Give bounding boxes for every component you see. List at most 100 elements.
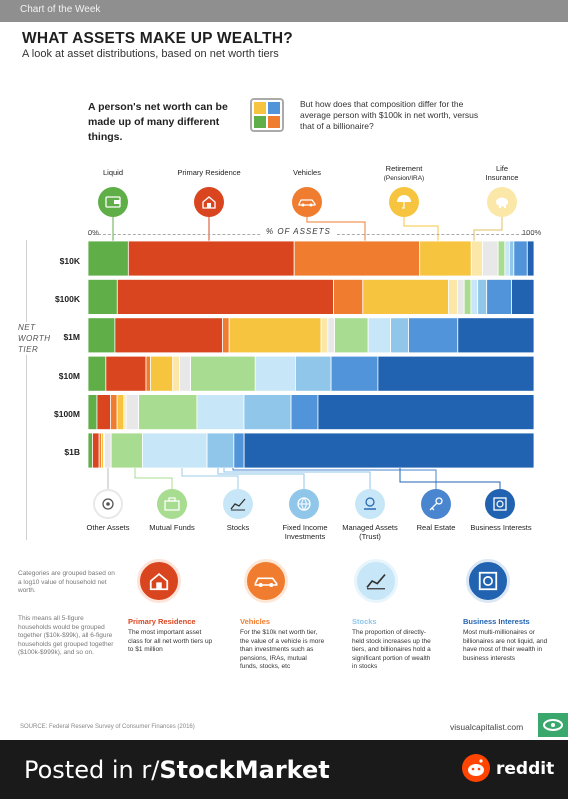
bar-segment-stocks-100k: [470, 278, 479, 315]
bar-segment-retirement-1m: [228, 317, 322, 354]
bar-segment-liquid-100k: [87, 278, 118, 315]
axis-min-label: 0%: [88, 228, 99, 237]
bar-segment-real-estate-10k: [513, 240, 528, 277]
puzzle-icon: [250, 98, 284, 132]
bar-segment-mutual-funds-10k: [497, 240, 506, 277]
label-liquid: Liquid: [102, 168, 124, 177]
bar-segment-other-assets-10k: [482, 240, 499, 277]
bar-segment-fixed-income-investments-10k: [508, 240, 515, 277]
brand-link[interactable]: visualcapitalist.com: [450, 722, 524, 732]
bar-segment-mutual-funds-1b: [110, 432, 143, 469]
bar-segment-business-interests-1m: [457, 317, 535, 354]
bar-segment-mutual-funds-10m: [190, 355, 256, 392]
bar-segment-vehicles-10m: [145, 355, 151, 392]
stock-chart-icon: [354, 559, 398, 603]
bar-segment-fixed-income-investments-1b: [206, 432, 235, 469]
source-note: SOURCE: Federal Reserve Survey of Consum…: [20, 724, 195, 730]
bottom-connectors: [107, 468, 501, 490]
label-fixed-income: Fixed Income Investments: [282, 523, 328, 541]
stacked-bar-chart: [87, 240, 535, 469]
bar-segment-other-assets-100m: [125, 394, 140, 431]
bar-segment-mutual-funds-100k: [463, 278, 472, 315]
bar-segment-retirement-100m: [116, 394, 125, 431]
banner-prefix: Posted in r/: [24, 756, 160, 784]
bar-segment-primary-residence-10m: [105, 355, 147, 392]
bar-segment-vehicles-100m: [110, 394, 118, 431]
bar-segment-primary-residence-1b: [92, 432, 100, 469]
bar-segment-stocks-10m: [254, 355, 296, 392]
card-title-stocks: Stocks: [352, 617, 377, 626]
bar-segment-primary-residence-100k: [116, 278, 334, 315]
bar-segment-life-insurance-10k: [470, 240, 483, 277]
header-tag: Chart of the Week: [20, 4, 101, 15]
globe-icon: [289, 489, 319, 519]
card-text-business-interests: Most multi-millionaires or billionaires …: [463, 629, 548, 662]
row-label-10k: $10K: [59, 256, 80, 266]
banner-text[interactable]: Posted in r/StockMarket: [24, 756, 330, 784]
house-icon: [194, 187, 224, 217]
label-real-estate: Real Estate: [416, 523, 456, 532]
bar-segment-real-estate-100k: [486, 278, 512, 315]
label-other-assets: Other Assets: [86, 523, 130, 532]
label-retirement-sub: (Pension/IRA): [383, 175, 425, 182]
bar-segment-business-interests-10m: [377, 355, 535, 392]
bar-segment-mutual-funds-1m: [334, 317, 369, 354]
piggy-bank-icon: [487, 187, 517, 217]
label-life-insurance: Life Insurance: [457, 164, 547, 182]
umbrella-icon: [389, 187, 419, 217]
bar-segment-fixed-income-investments-10m: [294, 355, 332, 392]
briefcase-icon: [157, 489, 187, 519]
banner-subreddit: StockMarket: [159, 756, 330, 784]
axis-max-label: 100%: [522, 228, 542, 237]
tier-guide-line: [26, 240, 27, 540]
bar-segment-other-assets-100k: [457, 278, 465, 315]
bar-segment-mutual-funds-100m: [138, 394, 198, 431]
gears-icon: [93, 489, 123, 519]
bar-segment-business-interests-100m: [317, 394, 535, 431]
bar-segment-liquid-1b: [87, 432, 93, 469]
bar-segment-stocks-10k: [504, 240, 510, 277]
row-label-100k: $100K: [54, 294, 80, 304]
bar-segment-primary-residence-10k: [127, 240, 295, 277]
card-title-vehicles: Vehicles: [240, 617, 271, 626]
label-stocks: Stocks: [226, 523, 250, 532]
house-icon: [137, 559, 181, 603]
bar-segment-real-estate-1b: [233, 432, 245, 469]
bar-segment-stocks-100m: [196, 394, 245, 431]
bar-segment-other-assets-1m: [327, 317, 335, 354]
row-label-100m: $100M: [54, 409, 80, 419]
label-life-sub: Insurance: [485, 173, 519, 182]
bar-segment-fixed-income-investments-100k: [477, 278, 488, 315]
page-title: WHAT ASSETS MAKE UP WEALTH?: [22, 30, 293, 47]
car-icon: [292, 187, 322, 217]
bar-segment-real-estate-1m: [408, 317, 459, 354]
bar-segment-other-assets-1b: [104, 432, 112, 469]
label-vehicles: Vehicles: [293, 168, 321, 177]
bar-segment-life-insurance-1m: [320, 317, 329, 354]
footnote-grouping: Categories are grouped based on a log10 …: [18, 570, 115, 594]
chart-of-the-week-bar: Chart of the Week: [0, 0, 568, 22]
card-title-business-interests: Business Interests: [463, 617, 530, 626]
reddit-wordmark: reddit: [496, 759, 555, 779]
axis-title: % OF ASSETS: [260, 227, 337, 236]
label-life-main: Life: [495, 164, 509, 173]
bar-segment-retirement-10m: [150, 355, 174, 392]
bar-segment-other-assets-10m: [179, 355, 191, 392]
visualcapitalist-logo: [538, 713, 568, 737]
label-managed-assets: Managed Assets (Trust): [342, 523, 398, 541]
intro-left-text: A person's net worth can be made up of m…: [88, 101, 228, 143]
card-text-stocks: The proportion of directly-held stock in…: [352, 629, 431, 670]
bar-segment-liquid-100m: [87, 394, 98, 431]
bar-segment-liquid-10m: [87, 355, 107, 392]
bar-segment-primary-residence-100m: [96, 394, 111, 431]
bar-segment-liquid-10k: [87, 240, 129, 277]
label-primary-residence: Primary Residence: [177, 168, 241, 177]
page-subtitle: A look at asset distributions, based on …: [22, 48, 279, 60]
label-mutual-funds: Mutual Funds: [149, 523, 195, 532]
tier-label: NET WORTH TIER: [18, 322, 58, 355]
car-icon: [244, 559, 288, 603]
bar-segment-business-interests-1b: [243, 432, 535, 469]
bar-segment-real-estate-100m: [290, 394, 319, 431]
label-retirement-main: Retirement: [385, 164, 423, 173]
safe-icon: [466, 559, 510, 603]
